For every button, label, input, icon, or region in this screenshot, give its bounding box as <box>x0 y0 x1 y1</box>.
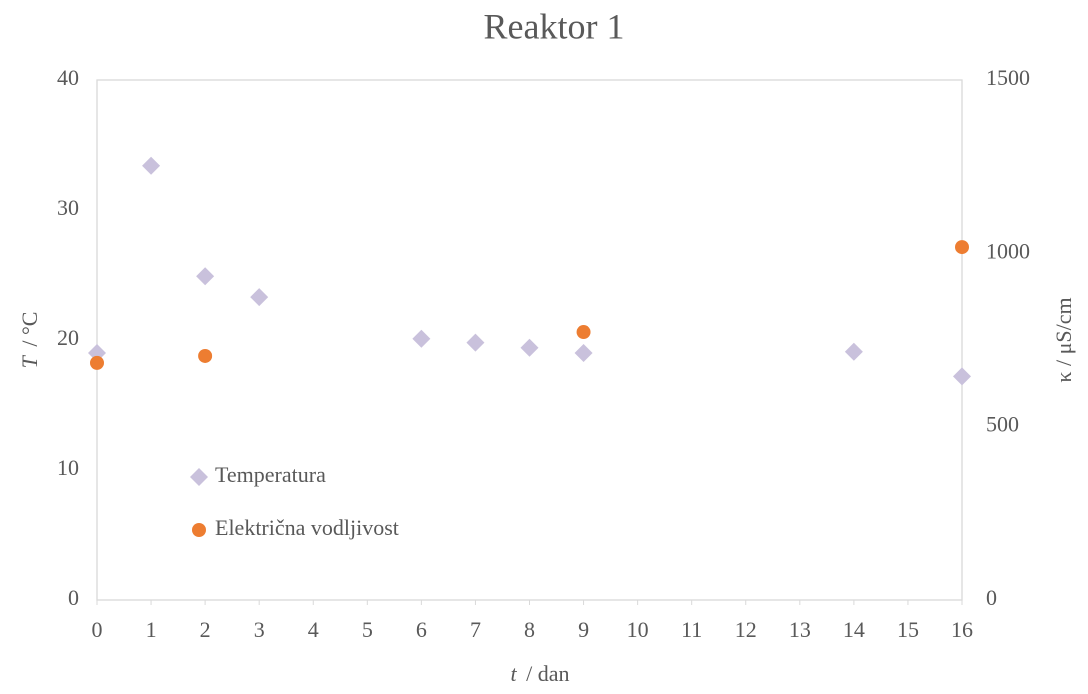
y-tick-label: 40 <box>57 65 79 90</box>
x-tick-label: 2 <box>200 617 211 642</box>
x-tick-label: 15 <box>897 617 919 642</box>
y-tick-label: 10 <box>57 455 79 480</box>
legend-label: Temperatura <box>215 462 326 487</box>
point <box>88 344 106 362</box>
y-tick-label: 0 <box>68 585 79 610</box>
point <box>953 367 971 386</box>
x-tick-label: 8 <box>524 617 535 642</box>
point <box>250 288 269 307</box>
point <box>466 333 485 352</box>
y-label-unit: / °C <box>17 312 42 347</box>
point <box>955 240 969 255</box>
x-tick-label: 6 <box>416 617 427 642</box>
y-tick-label: 20 <box>57 325 79 350</box>
x-tick-label: 7 <box>470 617 481 642</box>
x-tick-label: 11 <box>681 617 702 642</box>
x-tick-label: 14 <box>843 617 865 642</box>
y2-tick-label: 1500 <box>986 65 1030 90</box>
x-tick-label: 3 <box>254 617 265 642</box>
point <box>142 156 161 175</box>
x-tick-label: 13 <box>789 617 811 642</box>
y2-tick-label: 1000 <box>986 238 1030 263</box>
y-axis-label: T / °C <box>17 312 42 369</box>
y2-axis-label: κ / μS/cm <box>1051 297 1076 382</box>
y-tick-label: 30 <box>57 195 79 220</box>
point <box>198 348 213 363</box>
x-tick-label: 10 <box>627 617 649 642</box>
x-tick-label: 4 <box>308 617 319 642</box>
x-axis-label: t / dan <box>510 661 569 686</box>
point <box>196 267 215 286</box>
x-tick-label: 5 <box>362 617 373 642</box>
point <box>576 325 591 340</box>
legend-marker <box>190 468 208 486</box>
x-label-symbol: t <box>510 661 517 686</box>
y2-tick-label: 500 <box>986 412 1019 437</box>
point <box>844 342 863 361</box>
x-tick-label: 1 <box>146 617 157 642</box>
y-label-symbol: T <box>17 354 42 368</box>
x-label-unit: / dan <box>526 661 569 686</box>
x-tick-label: 16 <box>951 617 973 642</box>
point <box>90 355 104 370</box>
y2-tick-label: 0 <box>986 585 997 610</box>
point <box>574 344 593 362</box>
chart-title: Reaktor 1 <box>484 6 625 46</box>
point <box>412 329 431 348</box>
legend-marker <box>192 523 206 537</box>
legend-label: Električna vodljivost <box>215 515 399 540</box>
x-tick-label: 0 <box>92 617 103 642</box>
x-tick-label: 12 <box>735 617 757 642</box>
x-tick-label: 9 <box>578 617 589 642</box>
point <box>520 338 539 357</box>
